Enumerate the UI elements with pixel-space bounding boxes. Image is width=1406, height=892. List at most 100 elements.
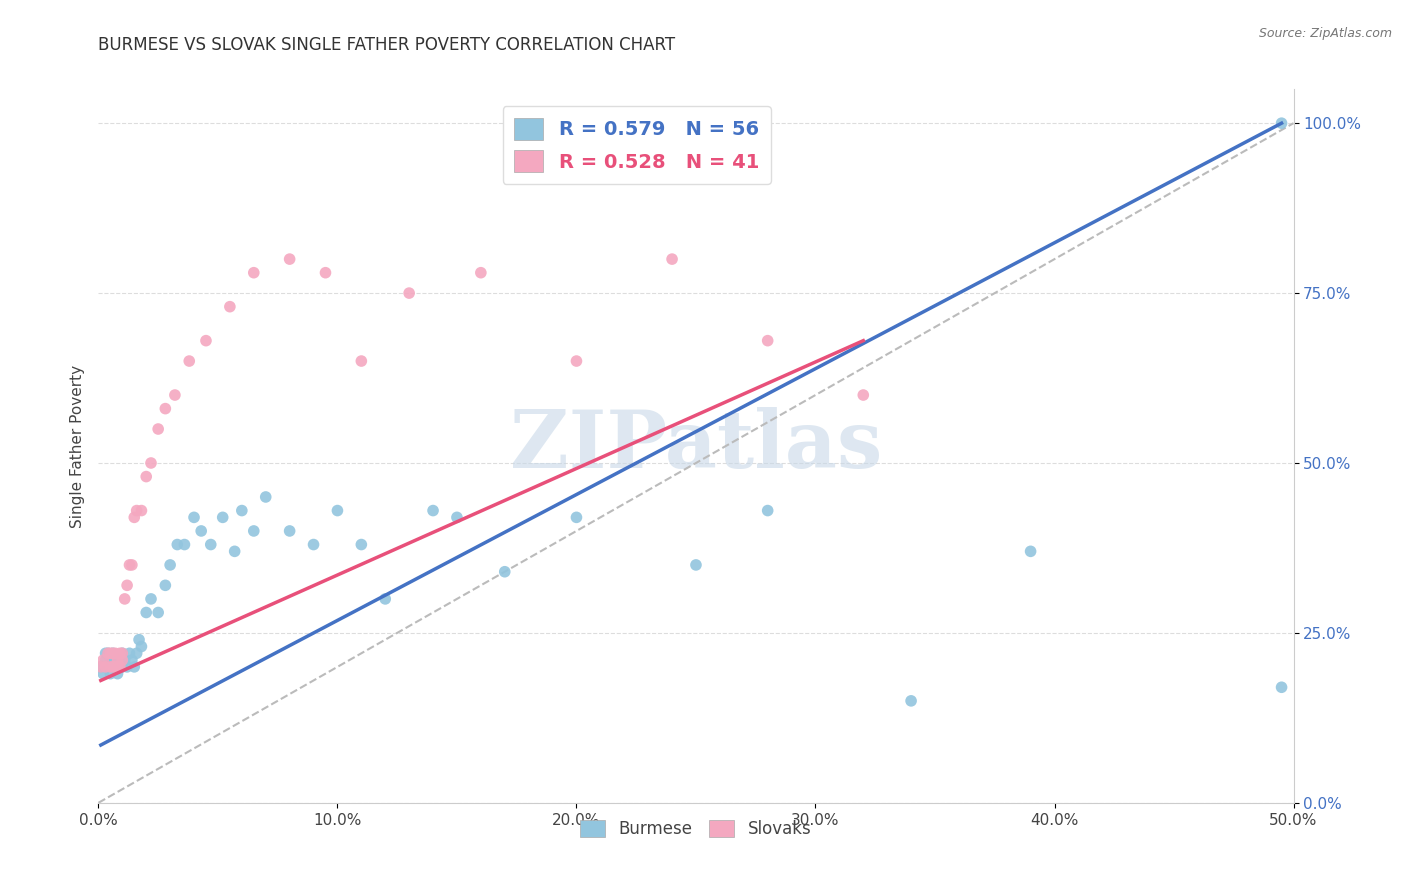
Point: [124, 510, 146, 524]
Point: [139, 591, 162, 606]
Point: [219, 300, 242, 314]
Point: [125, 646, 148, 660]
Point: [155, 401, 177, 416]
Point: [101, 660, 124, 674]
Point: [900, 694, 922, 708]
Point: [756, 334, 779, 348]
Point: [155, 578, 177, 592]
Point: [104, 653, 127, 667]
Point: [254, 490, 277, 504]
Point: [111, 653, 134, 667]
Point: [685, 558, 707, 572]
Point: [121, 558, 143, 572]
Point: [166, 537, 188, 551]
Point: [111, 646, 134, 660]
Point: [190, 524, 212, 538]
Point: [350, 537, 373, 551]
Point: [131, 503, 153, 517]
Point: [94, 653, 117, 667]
Point: [148, 606, 170, 620]
Text: Source: ZipAtlas.com: Source: ZipAtlas.com: [1258, 27, 1392, 40]
Point: [470, 266, 492, 280]
Point: [350, 354, 373, 368]
Point: [1019, 544, 1042, 558]
Point: [179, 354, 201, 368]
Point: [111, 646, 134, 660]
Point: [494, 565, 516, 579]
Point: [565, 510, 588, 524]
Point: [107, 653, 129, 667]
Point: [159, 558, 181, 572]
Point: [139, 456, 162, 470]
Point: [107, 666, 129, 681]
Point: [224, 544, 246, 558]
Point: [115, 660, 138, 674]
Point: [446, 510, 468, 524]
Point: [104, 646, 127, 660]
Point: [101, 646, 124, 660]
Point: [125, 503, 148, 517]
Point: [104, 660, 127, 674]
Point: [135, 469, 157, 483]
Point: [1271, 116, 1294, 130]
Text: ZIPatlas: ZIPatlas: [510, 407, 882, 485]
Point: [148, 422, 170, 436]
Point: [94, 646, 117, 660]
Point: [131, 640, 153, 654]
Point: [374, 591, 396, 606]
Point: [118, 646, 141, 660]
Point: [756, 503, 779, 517]
Y-axis label: Single Father Poverty: Single Father Poverty: [69, 365, 84, 527]
Point: [243, 266, 266, 280]
Point: [91, 653, 114, 667]
Point: [98, 660, 122, 674]
Point: [115, 578, 138, 592]
Point: [101, 660, 124, 674]
Point: [243, 524, 266, 538]
Point: [97, 660, 120, 674]
Point: [108, 653, 131, 667]
Point: [852, 388, 875, 402]
Point: [211, 510, 233, 524]
Point: [302, 537, 325, 551]
Point: [91, 666, 114, 681]
Point: [135, 606, 157, 620]
Point: [1271, 680, 1294, 694]
Point: [118, 558, 141, 572]
Point: [278, 252, 301, 266]
Point: [183, 510, 205, 524]
Point: [278, 524, 301, 538]
Point: [94, 660, 117, 674]
Point: [98, 646, 122, 660]
Point: [107, 660, 129, 674]
Point: [108, 660, 131, 674]
Point: [98, 653, 122, 667]
Legend: Burmese, Slovaks: Burmese, Slovaks: [574, 813, 818, 845]
Point: [97, 646, 120, 660]
Point: [422, 503, 444, 517]
Point: [98, 666, 122, 681]
Point: [124, 660, 146, 674]
Point: [195, 334, 218, 348]
Point: [121, 653, 143, 667]
Point: [661, 252, 683, 266]
Point: [104, 660, 127, 674]
Point: [231, 503, 253, 517]
Point: [108, 660, 131, 674]
Point: [101, 646, 124, 660]
Point: [114, 653, 136, 667]
Point: [107, 653, 129, 667]
Point: [173, 537, 195, 551]
Point: [565, 354, 588, 368]
Point: [111, 660, 134, 674]
Point: [315, 266, 337, 280]
Point: [90, 660, 112, 674]
Point: [114, 591, 136, 606]
Point: [97, 646, 120, 660]
Point: [90, 660, 112, 674]
Point: [398, 286, 420, 301]
Point: [128, 632, 150, 647]
Point: [108, 646, 131, 660]
Point: [326, 503, 349, 517]
Text: BURMESE VS SLOVAK SINGLE FATHER POVERTY CORRELATION CHART: BURMESE VS SLOVAK SINGLE FATHER POVERTY …: [98, 36, 675, 54]
